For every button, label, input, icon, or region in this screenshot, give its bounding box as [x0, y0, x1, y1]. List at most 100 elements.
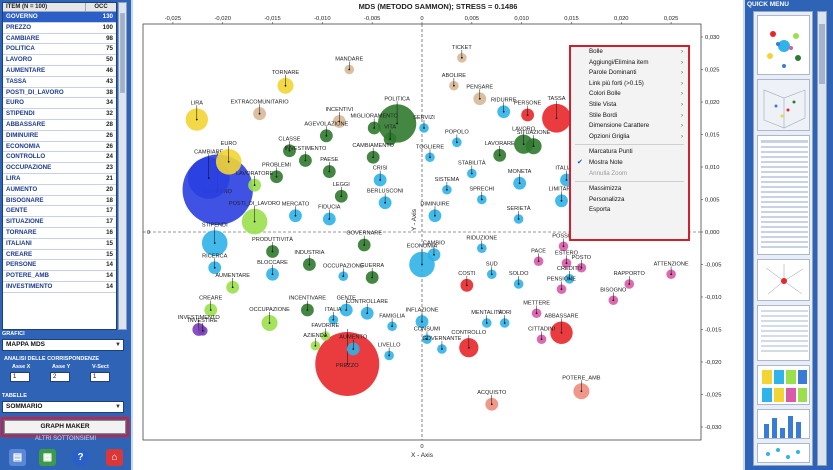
bubble-center-dot: [201, 329, 204, 332]
table-row[interactable]: ABBASSARE 28: [3, 120, 116, 131]
chart-icon[interactable]: ▦: [39, 449, 56, 466]
bubble-label: INCENTIVI: [325, 107, 353, 113]
menu-item-bolle[interactable]: Bolle ›: [571, 47, 688, 58]
bubble-label: PERSONE: [514, 101, 542, 107]
menu-item-opzioni-griglia[interactable]: Opzioni Griglia ›: [571, 132, 688, 143]
menu-item-esporta[interactable]: Esporta: [571, 205, 688, 216]
column-header-occ[interactable]: OCC: [85, 3, 116, 11]
occ-cell: 24: [106, 153, 113, 161]
home-icon[interactable]: ⌂: [106, 449, 123, 466]
menu-item-marcatura-punti[interactable]: Marcatura Punti: [571, 147, 688, 158]
table-row[interactable]: PREZZO 100: [3, 23, 116, 34]
item-table: ITEM (N = 100) OCC GOVERNO 130 PREZZO 100 CA…: [2, 2, 117, 330]
menu-item-aggiungi-elimina-item[interactable]: Aggiungi/Elimina item ›: [571, 58, 688, 69]
table-row[interactable]: ITALIANI 15: [3, 239, 116, 250]
chevron-down-icon: ▼: [115, 342, 121, 348]
occ-cell: 50: [106, 56, 113, 64]
table-row[interactable]: AUMENTARE 46: [3, 66, 116, 77]
bubble-label: INDUSTRIA: [294, 250, 324, 256]
table-row[interactable]: EURO 34: [3, 98, 116, 110]
scrollbar-thumb[interactable]: [819, 24, 825, 84]
table-row[interactable]: CAMBIARE 98: [3, 34, 116, 45]
table-row[interactable]: POSTI_DI_LAVORO 38: [3, 88, 116, 99]
thumbnail-heatmap[interactable]: [757, 365, 810, 405]
table-row[interactable]: POLITICA 75: [3, 44, 116, 56]
table-row[interactable]: TORNARE 16: [3, 228, 116, 239]
table-row[interactable]: SITUAZIONE 17: [3, 217, 116, 228]
table-row[interactable]: GENTE 17: [3, 206, 116, 218]
quick-menu-title: QUICK MENU: [747, 1, 789, 8]
bubble-label: GOVERNANTE: [422, 336, 461, 342]
menu-item-stile-vista[interactable]: Stile Vista ›: [571, 100, 688, 111]
asse-y-select[interactable]: 2: [50, 372, 70, 382]
help-icon[interactable]: ?: [72, 449, 89, 466]
table-row[interactable]: ECONOMIA 26: [3, 142, 116, 153]
menu-item-massimizza[interactable]: Massimizza: [571, 184, 688, 195]
thumbnail-network-graph[interactable]: [757, 15, 810, 75]
menu-item-colori-bolle[interactable]: Colori Bolle ›: [571, 89, 688, 100]
table-row[interactable]: LAVORO 50: [3, 55, 116, 66]
table-row[interactable]: POTERE_AMB 14: [3, 271, 116, 282]
menu-item-personalizza[interactable]: Personalizza: [571, 195, 688, 206]
item-cell: ITALIANI: [6, 239, 32, 247]
bubble-label: FIDUCIA: [318, 205, 341, 211]
table-row[interactable]: BISOGNARE 18: [3, 196, 116, 207]
bubble-center-dot: [562, 245, 565, 248]
table-scrollbar[interactable]: [118, 2, 127, 330]
bubble-label: GUERRA: [360, 263, 384, 269]
bubble-label: RIDURRE: [491, 97, 517, 103]
item-cell: CAMBIARE: [6, 34, 40, 42]
altri-sottoinsiemi-link[interactable]: ALTRI SOTTOINSIEMI: [34, 436, 97, 442]
table-row[interactable]: OCCUPAZIONE 23: [3, 163, 116, 174]
table-row[interactable]: CREARE 15: [3, 250, 116, 261]
menu-item-dimensione-carattere[interactable]: Dimensione Carattere ›: [571, 121, 688, 132]
occ-cell: 38: [106, 88, 113, 96]
save-icon[interactable]: ▤: [9, 449, 26, 466]
menu-item-mostra-note[interactable]: Mostra Note ✔: [571, 158, 688, 169]
table-row[interactable]: TASSA 43: [3, 77, 116, 88]
scrollbar-thumb[interactable]: [120, 13, 125, 93]
graph-maker-button[interactable]: GRAPH MAKER: [4, 420, 126, 434]
bubble-label: PACE: [531, 248, 546, 254]
table-row[interactable]: LIRA 21: [3, 174, 116, 185]
thumbnail-star-graph[interactable]: [757, 259, 810, 301]
thumbnail-3d-plot[interactable]: [757, 79, 810, 131]
menu-item-link-pi-forti-0-15[interactable]: Link più forti (>0.15) ›: [571, 79, 688, 90]
quick-menu-panel: QUICK MENU: [745, 0, 833, 470]
tabelle-section-label: TABELLE: [2, 393, 27, 399]
bubble-center-dot: [258, 112, 261, 115]
menu-item-stile-bordi[interactable]: Stile Bordi ›: [571, 111, 688, 122]
vsect-select[interactable]: 1: [90, 372, 110, 382]
table-row[interactable]: DIMINUIRE 26: [3, 131, 116, 142]
thumbnail-scatter[interactable]: [757, 443, 810, 463]
bubble-label: POLITICA: [384, 96, 410, 102]
asse-x-select[interactable]: 1: [10, 372, 30, 382]
occ-cell: 26: [106, 131, 113, 139]
table-row[interactable]: AUMENTO 20: [3, 185, 116, 196]
bubble-label: MIGLIORAMENTO: [350, 114, 398, 120]
table-row[interactable]: PERSONE 14: [3, 260, 116, 272]
bubble-label: CREARE: [199, 296, 223, 302]
mds-scatter-plot: MDS (METODO SAMMON); STRESS = 0.1486 -0,0…: [142, 2, 721, 459]
grafici-dropdown[interactable]: MAPPA MDS ▼: [2, 339, 124, 351]
table-row[interactable]: STIPENDI 32: [3, 109, 116, 120]
table-row[interactable]: CONTROLLO 24: [3, 152, 116, 164]
bubble-center-dot: [253, 184, 256, 187]
table-row[interactable]: GOVERNO 130: [3, 12, 116, 23]
thumbnail-bar-chart[interactable]: [757, 409, 810, 439]
bubble-center-dot: [502, 110, 505, 113]
asse-y-label: Asse Y: [52, 364, 71, 370]
thumbnail-data-table[interactable]: [757, 135, 810, 255]
y-tick-label: -0,025: [705, 393, 721, 399]
menu-item-parole-dominanti[interactable]: Parole Dominanti ›: [571, 68, 688, 79]
chevron-right-icon: ›: [681, 80, 683, 87]
item-cell: SITUAZIONE: [6, 218, 44, 226]
item-cell: TASSA: [6, 77, 27, 85]
item-cell: GOVERNO: [6, 13, 38, 20]
tabelle-dropdown[interactable]: SOMMARIO ▼: [2, 401, 124, 413]
quick-menu-scrollbar[interactable]: [817, 11, 827, 466]
table-row[interactable]: INVESTIMENTO 14: [3, 282, 116, 293]
thumbnail-matrix-table[interactable]: [757, 305, 810, 361]
item-cell: POLITICA: [6, 45, 35, 53]
column-header-item[interactable]: ITEM (N = 100): [6, 4, 48, 10]
